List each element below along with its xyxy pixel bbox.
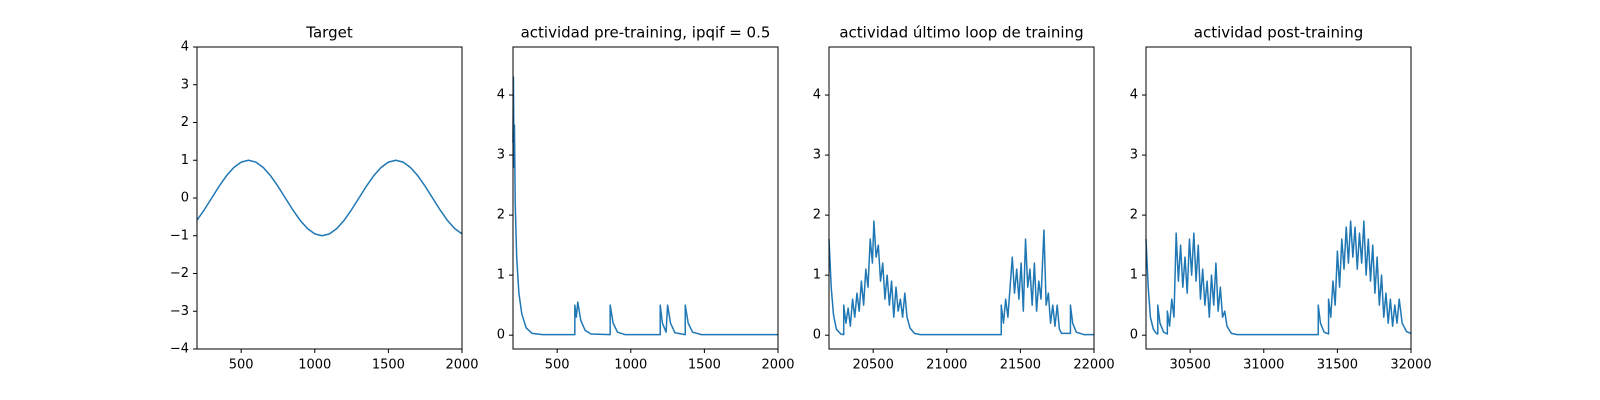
axes-frame: [512, 46, 779, 350]
axes-frame: [196, 46, 463, 350]
y-tick-label: −1: [170, 228, 189, 243]
x-tick-label: 1000: [298, 358, 331, 373]
x-tick-label: 22000: [1073, 358, 1114, 373]
y-tick-label: 2: [1130, 208, 1138, 223]
y-tick-label: 1: [813, 268, 821, 283]
x-tick-label: 21000: [926, 358, 967, 373]
y-tick-label: 1: [181, 153, 189, 168]
y-tick-label: −2: [170, 266, 189, 281]
y-tick-label: 2: [813, 208, 821, 223]
y-tick-label: 1: [1130, 268, 1138, 283]
x-tick-label: 1500: [688, 358, 721, 373]
data-line: [828, 220, 1094, 336]
y-tick-label: 3: [1130, 148, 1138, 163]
y-tick-label: 4: [1130, 88, 1138, 103]
axes-frame: [1145, 46, 1412, 350]
x-tick-label: 1000: [614, 358, 647, 373]
x-tick-label: 30500: [1169, 358, 1210, 373]
x-tick-label: 2000: [445, 358, 478, 373]
data-line: [1145, 220, 1412, 336]
x-tick-label: 1500: [372, 358, 405, 373]
y-tick-label: 3: [497, 148, 505, 163]
x-tick-label: 31000: [1243, 358, 1284, 373]
y-tick-label: 2: [497, 208, 505, 223]
y-tick-label: 2: [181, 115, 189, 130]
y-tick-label: 0: [497, 328, 505, 343]
y-tick-label: 4: [813, 88, 821, 103]
y-tick-label: 3: [813, 148, 821, 163]
y-tick-label: 4: [181, 40, 189, 55]
x-tick-label: 500: [229, 358, 254, 373]
y-tick-label: 0: [1130, 328, 1138, 343]
panel-title: Target: [305, 24, 353, 42]
y-tick-label: 1: [497, 268, 505, 283]
x-tick-label: 500: [545, 358, 570, 373]
y-tick-label: 4: [497, 88, 505, 103]
x-tick-label: 2000: [761, 358, 794, 373]
x-tick-label: 31500: [1317, 358, 1358, 373]
y-tick-label: 0: [813, 328, 821, 343]
data-line: [196, 159, 463, 237]
y-tick-label: 0: [181, 191, 189, 206]
panel-title: actividad pre-training, ipqif = 0.5: [521, 24, 771, 42]
y-tick-label: −4: [170, 342, 189, 357]
x-tick-label: 32000: [1390, 358, 1431, 373]
x-tick-label: 20500: [852, 358, 893, 373]
data-line: [512, 76, 778, 336]
x-tick-label: 21500: [1000, 358, 1041, 373]
panel-title: actividad último loop de training: [839, 24, 1083, 42]
panel-title: actividad post-training: [1194, 24, 1363, 42]
y-tick-label: 3: [181, 77, 189, 92]
axes-frame: [828, 46, 1095, 350]
y-tick-label: −3: [170, 304, 189, 319]
